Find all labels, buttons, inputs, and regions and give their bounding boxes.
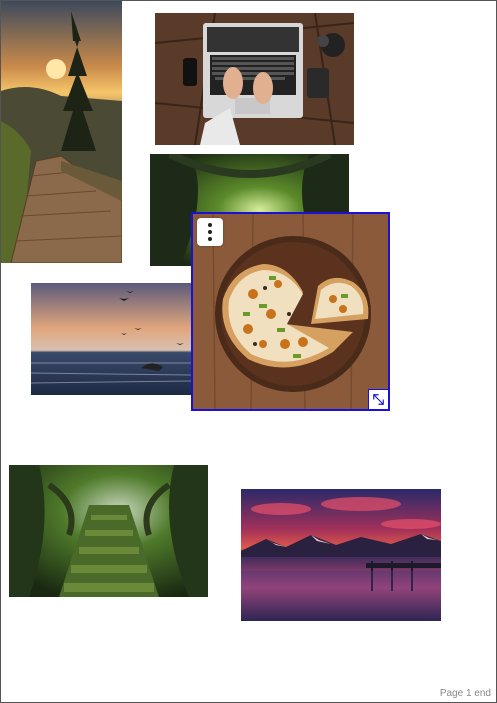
resize-diagonal-icon[interactable] [368, 389, 388, 409]
vertical-dots-icon[interactable] [197, 218, 223, 246]
pizza-photo[interactable] [191, 212, 390, 411]
mossy-forest-path-photo[interactable] [9, 465, 208, 597]
sea-birds-photo[interactable] [31, 283, 192, 395]
page-end-label: Page 1 end [439, 688, 491, 699]
laptop-desk-photo[interactable] [155, 13, 354, 145]
lake-sunset-photo[interactable] [241, 489, 441, 621]
sunset-boardwalk-photo[interactable] [1, 1, 122, 263]
